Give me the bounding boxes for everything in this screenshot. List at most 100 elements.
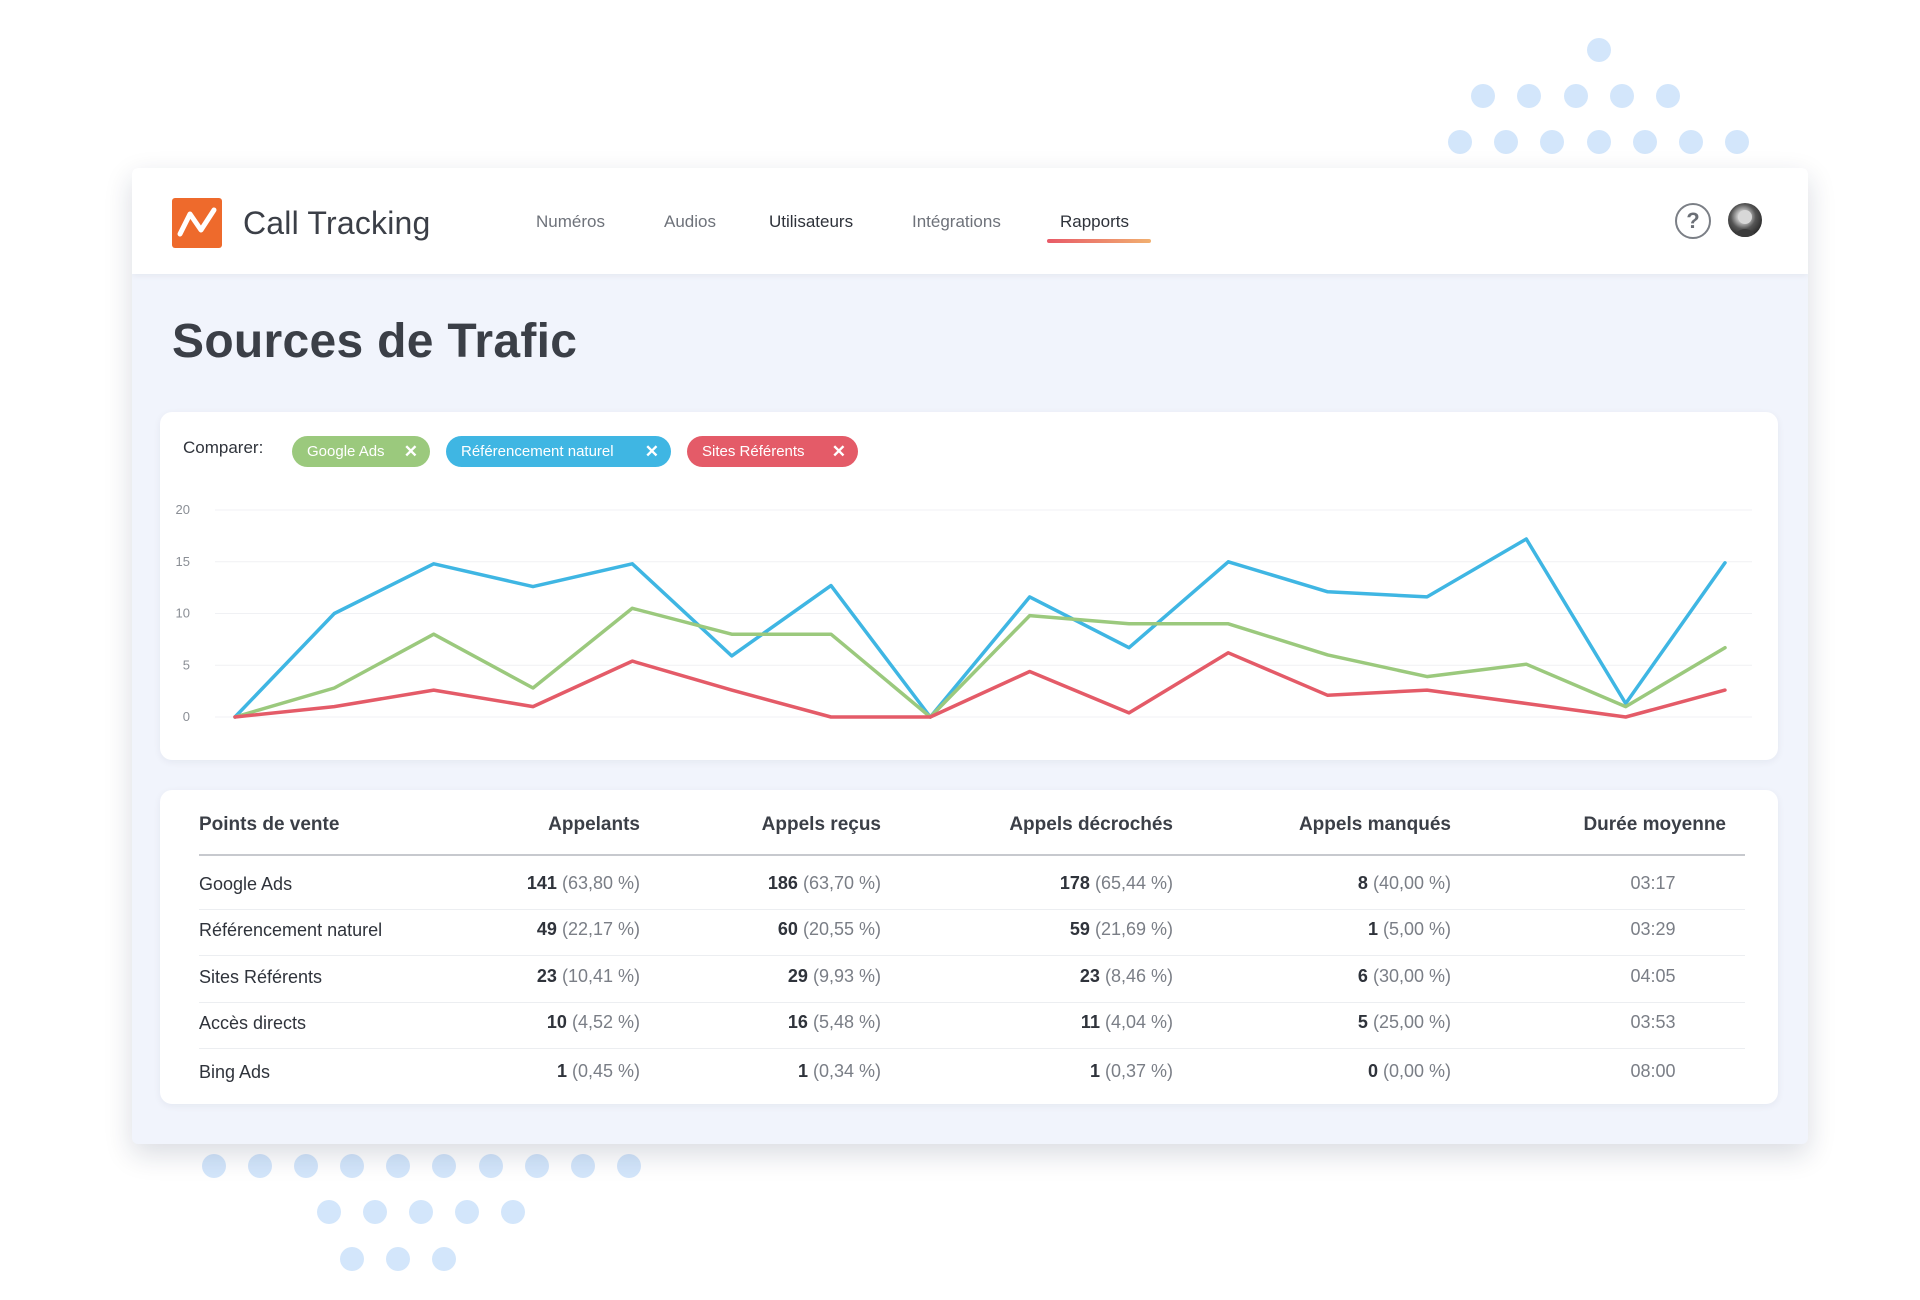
decor-dot [294, 1154, 318, 1178]
decor-dot [617, 1154, 641, 1178]
cell-percentage: (21,69 %) [1094, 919, 1173, 939]
table-cell-appelants: 141 (63,80 %) [527, 873, 640, 894]
table-cell-duree-moyenne: 03:29 [1630, 919, 1676, 939]
table-cell-appelants: 1 (0,45 %) [557, 1061, 640, 1082]
cell-percentage: (9,93 %) [812, 966, 881, 986]
cell-percentage: (4,04 %) [1104, 1012, 1173, 1032]
traffic-line-chart: 20 15 10 5 0 [176, 502, 1752, 724]
column-header-duree-moyenne[interactable]: Durée moyenne [1583, 814, 1726, 835]
filter-chip-referencement-naturel[interactable]: Référencement naturel ✕ [446, 436, 671, 467]
table-cell-decroches: 23 (8,46 %) [1080, 966, 1173, 987]
chip-label: Google Ads [307, 443, 385, 460]
decor-dot [1448, 130, 1472, 154]
row-divider [199, 909, 1745, 910]
table-cell-manques: 8 (40,00 %) [1358, 873, 1451, 894]
table-cell-point-de-vente: Bing Ads [199, 1062, 271, 1082]
cell-percentage: (63,80 %) [561, 873, 640, 893]
cell-value: 23 [536, 966, 557, 986]
cell-percentage: (20,55 %) [802, 919, 881, 939]
table-cell-duree-moyenne: 03:53 [1630, 1012, 1676, 1032]
close-icon[interactable]: ✕ [831, 442, 846, 461]
cell-percentage: (0,37 %) [1104, 1061, 1173, 1081]
series-line-r-f-rencement-naturel [233, 537, 1727, 719]
close-icon[interactable]: ✕ [403, 442, 418, 461]
decor-dot [1633, 130, 1657, 154]
top-navigation-bar: Call Tracking Numéros Audios Utilisateur… [132, 168, 1808, 274]
cell-percentage: (0,00 %) [1382, 1061, 1451, 1081]
decor-dot [386, 1247, 410, 1271]
cell-value: 1 [1089, 1061, 1100, 1081]
series-line-google-ads [233, 606, 1727, 719]
nav-item-integrations[interactable]: Intégrations [912, 212, 1001, 231]
traffic-table-card: Points de vente Appelants Appels reçus A… [160, 790, 1778, 1104]
cell-percentage: (0,34 %) [812, 1061, 881, 1081]
cell-value: 16 [787, 1012, 808, 1032]
column-header-appelants[interactable]: Appelants [548, 814, 640, 835]
table-cell-recus: 16 (5,48 %) [788, 1012, 881, 1033]
decor-dot [1540, 130, 1564, 154]
table-cell-recus: 29 (9,93 %) [788, 966, 881, 987]
table-cell-recus: 1 (0,34 %) [798, 1061, 881, 1082]
table-cell-duree-moyenne: 03:17 [1630, 873, 1676, 893]
decor-dot [1494, 130, 1518, 154]
decor-dot [432, 1247, 456, 1271]
filter-chip-sites-referents[interactable]: Sites Référents ✕ [687, 436, 858, 467]
decor-dot [340, 1154, 364, 1178]
column-header-appels-decroches[interactable]: Appels décrochés [1009, 814, 1173, 835]
chip-label: Sites Référents [702, 443, 805, 460]
user-avatar[interactable] [1728, 203, 1762, 237]
cell-percentage: (63,70 %) [802, 873, 881, 893]
close-icon[interactable]: ✕ [644, 442, 659, 461]
cell-percentage: (40,00 %) [1372, 873, 1451, 893]
column-header-appels-manques[interactable]: Appels manqués [1298, 814, 1451, 835]
cell-percentage: (4,52 %) [571, 1012, 640, 1032]
cell-value: 5 [1357, 1012, 1368, 1032]
cell-value: 0 [1367, 1061, 1378, 1081]
nav-item-audios[interactable]: Audios [664, 212, 716, 231]
cell-value: 11 [1080, 1012, 1100, 1032]
app-window: Call Tracking Numéros Audios Utilisateur… [132, 168, 1808, 1144]
decor-dot [1471, 84, 1495, 108]
active-tab-indicator [1047, 239, 1151, 243]
nav-item-utilisateurs[interactable]: Utilisateurs [769, 212, 854, 231]
table-cell-appelants: 23 (10,41 %) [537, 966, 640, 987]
table-cell-appelants: 10 (4,52 %) [547, 1012, 640, 1033]
table-cell-decroches: 11 (4,04 %) [1081, 1012, 1173, 1033]
cell-value: 60 [777, 919, 798, 939]
decor-dot [1656, 84, 1680, 108]
table-cell-recus: 60 (20,55 %) [778, 919, 881, 940]
table-cell-duree-moyenne: 04:05 [1630, 966, 1676, 986]
decor-dot [455, 1200, 479, 1224]
chip-label: Référencement naturel [461, 443, 614, 460]
cell-value: 178 [1059, 873, 1090, 893]
decor-dot [202, 1154, 226, 1178]
table-cell-point-de-vente: Accès directs [199, 1013, 307, 1033]
table-cell-manques: 0 (0,00 %) [1368, 1061, 1451, 1082]
cell-percentage: (30,00 %) [1372, 966, 1451, 986]
cell-percentage: (5,48 %) [812, 1012, 881, 1032]
table-cell-point-de-vente: Référencement naturel [199, 920, 383, 940]
table-cell-manques: 6 (30,00 %) [1358, 966, 1451, 987]
decor-dot [1587, 38, 1611, 62]
filter-chip-google-ads[interactable]: Google Ads ✕ [292, 436, 430, 467]
cell-percentage: (10,41 %) [561, 966, 640, 986]
compare-label: Comparer: [183, 438, 264, 457]
call-tracking-logo-icon[interactable] [172, 198, 222, 248]
row-divider [199, 1002, 1745, 1003]
table-cell-appelants: 49 (22,17 %) [537, 919, 640, 940]
cell-value: 10 [546, 1012, 567, 1032]
help-icon[interactable]: ? [1675, 203, 1711, 239]
nav-item-rapports[interactable]: Rapports [1060, 212, 1129, 231]
cell-value: 8 [1357, 873, 1368, 893]
cell-value: 59 [1069, 919, 1090, 939]
decor-dot [1725, 130, 1749, 154]
column-header-points-de-vente[interactable]: Points de vente [199, 814, 340, 835]
decor-dot [501, 1200, 525, 1224]
cell-value: 1 [797, 1061, 808, 1081]
column-header-appels-recus[interactable]: Appels reçus [761, 814, 881, 835]
decor-dot [525, 1154, 549, 1178]
table-cell-manques: 1 (5,00 %) [1368, 919, 1451, 940]
cell-percentage: (65,44 %) [1094, 873, 1173, 893]
nav-item-numeros[interactable]: Numéros [536, 212, 605, 231]
row-divider [199, 1048, 1745, 1049]
